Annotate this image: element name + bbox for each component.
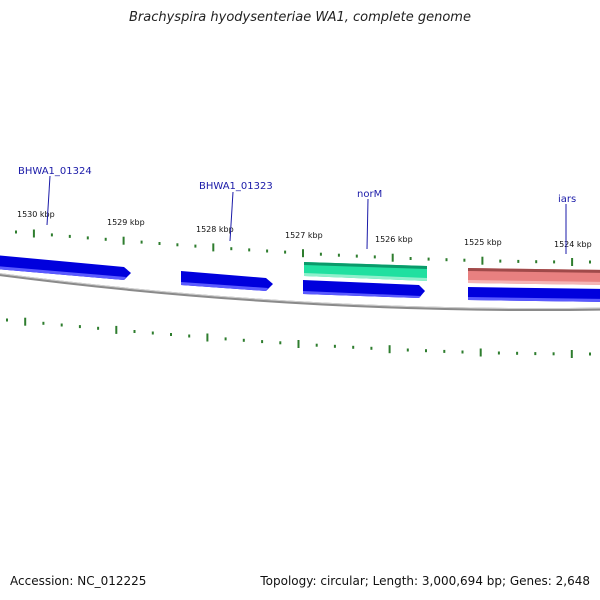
gene-norm-shade [304, 273, 427, 281]
kbp-label-1528: 1528 kbp [196, 225, 234, 234]
genome-backbone [0, 273, 600, 312]
leader-line-norm [366, 198, 369, 250]
gene-reverse-2-shade [468, 297, 600, 302]
map-title: Brachyspira hyodysenteriae WA1, complete… [129, 10, 471, 25]
kbp-label-1526: 1526 kbp [375, 235, 413, 244]
kbp-label-1527: 1527 kbp [285, 231, 323, 240]
gene-bhwa1-01324[interactable] [0, 255, 131, 280]
leader-line-bhwa1-01324 [46, 175, 51, 226]
gene-bhwa1-01323-shade [181, 282, 268, 291]
accession-text: Accession: NC_012225 [10, 574, 147, 588]
gene-label-bhwa1-01324: BHWA1_01324 [18, 166, 92, 177]
gene-iars-top [468, 268, 600, 273]
kbp-label-1530: 1530 kbp [17, 210, 55, 219]
outer-tick-row [15, 229, 591, 266]
gene-label-bhwa1-01323: BHWA1_01323 [199, 181, 273, 192]
gene-reverse-1-shade [303, 291, 421, 298]
genome-summary-text: Topology: circular; Length: 3,000,694 bp… [260, 574, 590, 588]
kbp-label-1524: 1524 kbp [554, 240, 592, 249]
gene-norm-top [304, 262, 427, 269]
kbp-label-1529: 1529 kbp [107, 218, 145, 227]
gene-label-norm: norM [357, 189, 382, 200]
genome-backbone-highlight [0, 273, 600, 310]
gene-label-iars: iars [558, 194, 576, 205]
kbp-label-1525: 1525 kbp [464, 238, 502, 247]
gene-bhwa1-01324-shade [0, 266, 126, 280]
gene-iars-shade [468, 280, 600, 285]
leader-line-bhwa1-01323 [229, 191, 234, 242]
inner-tick-row [6, 317, 591, 358]
